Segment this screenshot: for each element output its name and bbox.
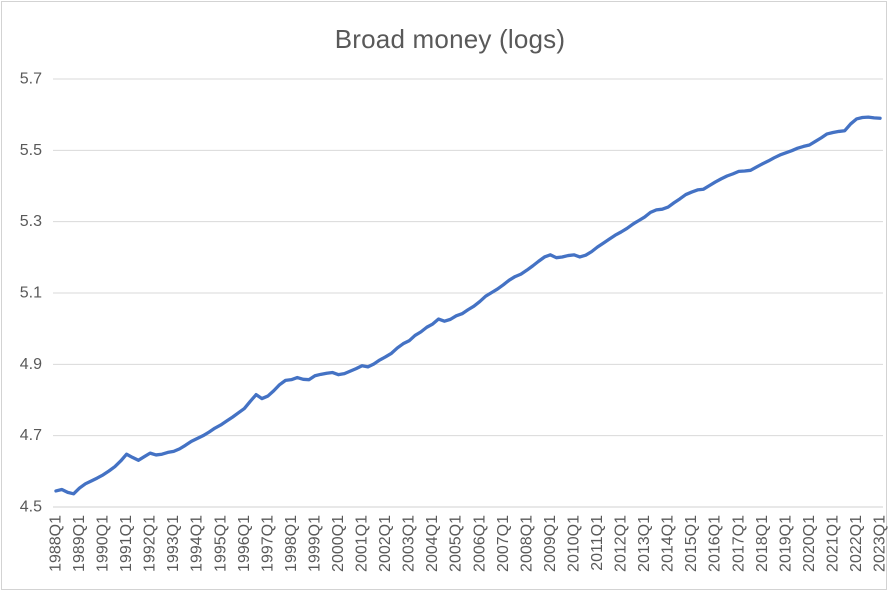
y-axis-tick-label: 5.5: [20, 142, 42, 159]
x-axis-tick-label: 2021Q1: [824, 515, 841, 572]
series-line: [54, 115, 882, 496]
x-axis-tick-label: 2003Q1: [401, 515, 418, 572]
x-axis-labels-group: 1988Q1 1989Q1 1990Q1 1991Q1 1992Q1 1993Q1 1994…: [47, 515, 888, 572]
x-axis-tick-label: 1996Q1: [236, 515, 253, 572]
y-axis-tick-label: 5.1: [20, 285, 42, 302]
x-axis-tick-label: 2001Q1: [354, 515, 371, 572]
x-axis-tick-label: 2006Q1: [471, 515, 488, 572]
x-axis-tick-label: 1994Q1: [189, 515, 206, 572]
x-axis-tick-label: 2004Q1: [424, 515, 441, 572]
x-axis-tick-label: 2008Q1: [518, 515, 535, 572]
x-axis-tick-label: 2017Q1: [730, 515, 747, 572]
series-group: [54, 115, 882, 496]
gridlines-group: [53, 78, 883, 508]
y-axis-tick-label: 4.7: [20, 427, 42, 444]
y-axis-tick-label: 4.5: [20, 499, 42, 516]
x-axis-tick-label: 2012Q1: [613, 515, 630, 572]
x-axis-tick-label: 2016Q1: [707, 515, 724, 572]
x-axis-tick-label: 1990Q1: [95, 515, 112, 572]
x-axis-tick-label: 2010Q1: [565, 515, 582, 572]
x-axis-tick-label: 2020Q1: [801, 515, 818, 572]
x-axis-tick-label: 2011Q1: [589, 515, 606, 571]
x-axis-tick-label: 2023Q1: [872, 515, 889, 572]
x-axis-tick-label: 1999Q1: [306, 515, 323, 572]
x-axis-tick-label: 1988Q1: [47, 515, 64, 572]
y-axis-labels-group: 4.5 4.7 4.9 5.1 5.3 5.5 5.7: [20, 71, 42, 516]
x-axis-tick-label: 2015Q1: [683, 515, 700, 572]
x-axis-tick-label: 1992Q1: [142, 515, 159, 572]
x-axis-tick-label: 2002Q1: [377, 515, 394, 572]
x-axis-tick-label: 2014Q1: [660, 515, 677, 572]
x-axis-tick-label: 1989Q1: [71, 515, 88, 572]
chart-title: Broad money (logs): [334, 24, 566, 54]
x-axis-tick-label: 2007Q1: [495, 515, 512, 572]
x-axis-tick-label: 2013Q1: [636, 515, 653, 572]
x-axis-tick-label: 2019Q1: [777, 515, 794, 572]
x-axis-tick-label: 1995Q1: [212, 515, 229, 572]
x-axis-tick-label: 1993Q1: [165, 515, 182, 572]
x-axis-tick-label: 1998Q1: [283, 515, 300, 572]
x-axis-tick-label: 2000Q1: [330, 515, 347, 572]
x-axis-tick-label: 1997Q1: [259, 515, 276, 572]
y-axis-tick-label: 4.9: [20, 356, 42, 373]
x-axis-tick-label: 2022Q1: [848, 515, 865, 572]
x-axis-tick-label: 2018Q1: [754, 515, 771, 572]
x-axis-tick-label: 1991Q1: [118, 515, 135, 572]
x-axis-tick-label: 2005Q1: [448, 515, 465, 572]
y-axis-tick-label: 5.3: [20, 213, 42, 230]
x-axis-tick-label: 2009Q1: [542, 515, 559, 572]
y-axis-tick-label: 5.7: [20, 71, 42, 88]
